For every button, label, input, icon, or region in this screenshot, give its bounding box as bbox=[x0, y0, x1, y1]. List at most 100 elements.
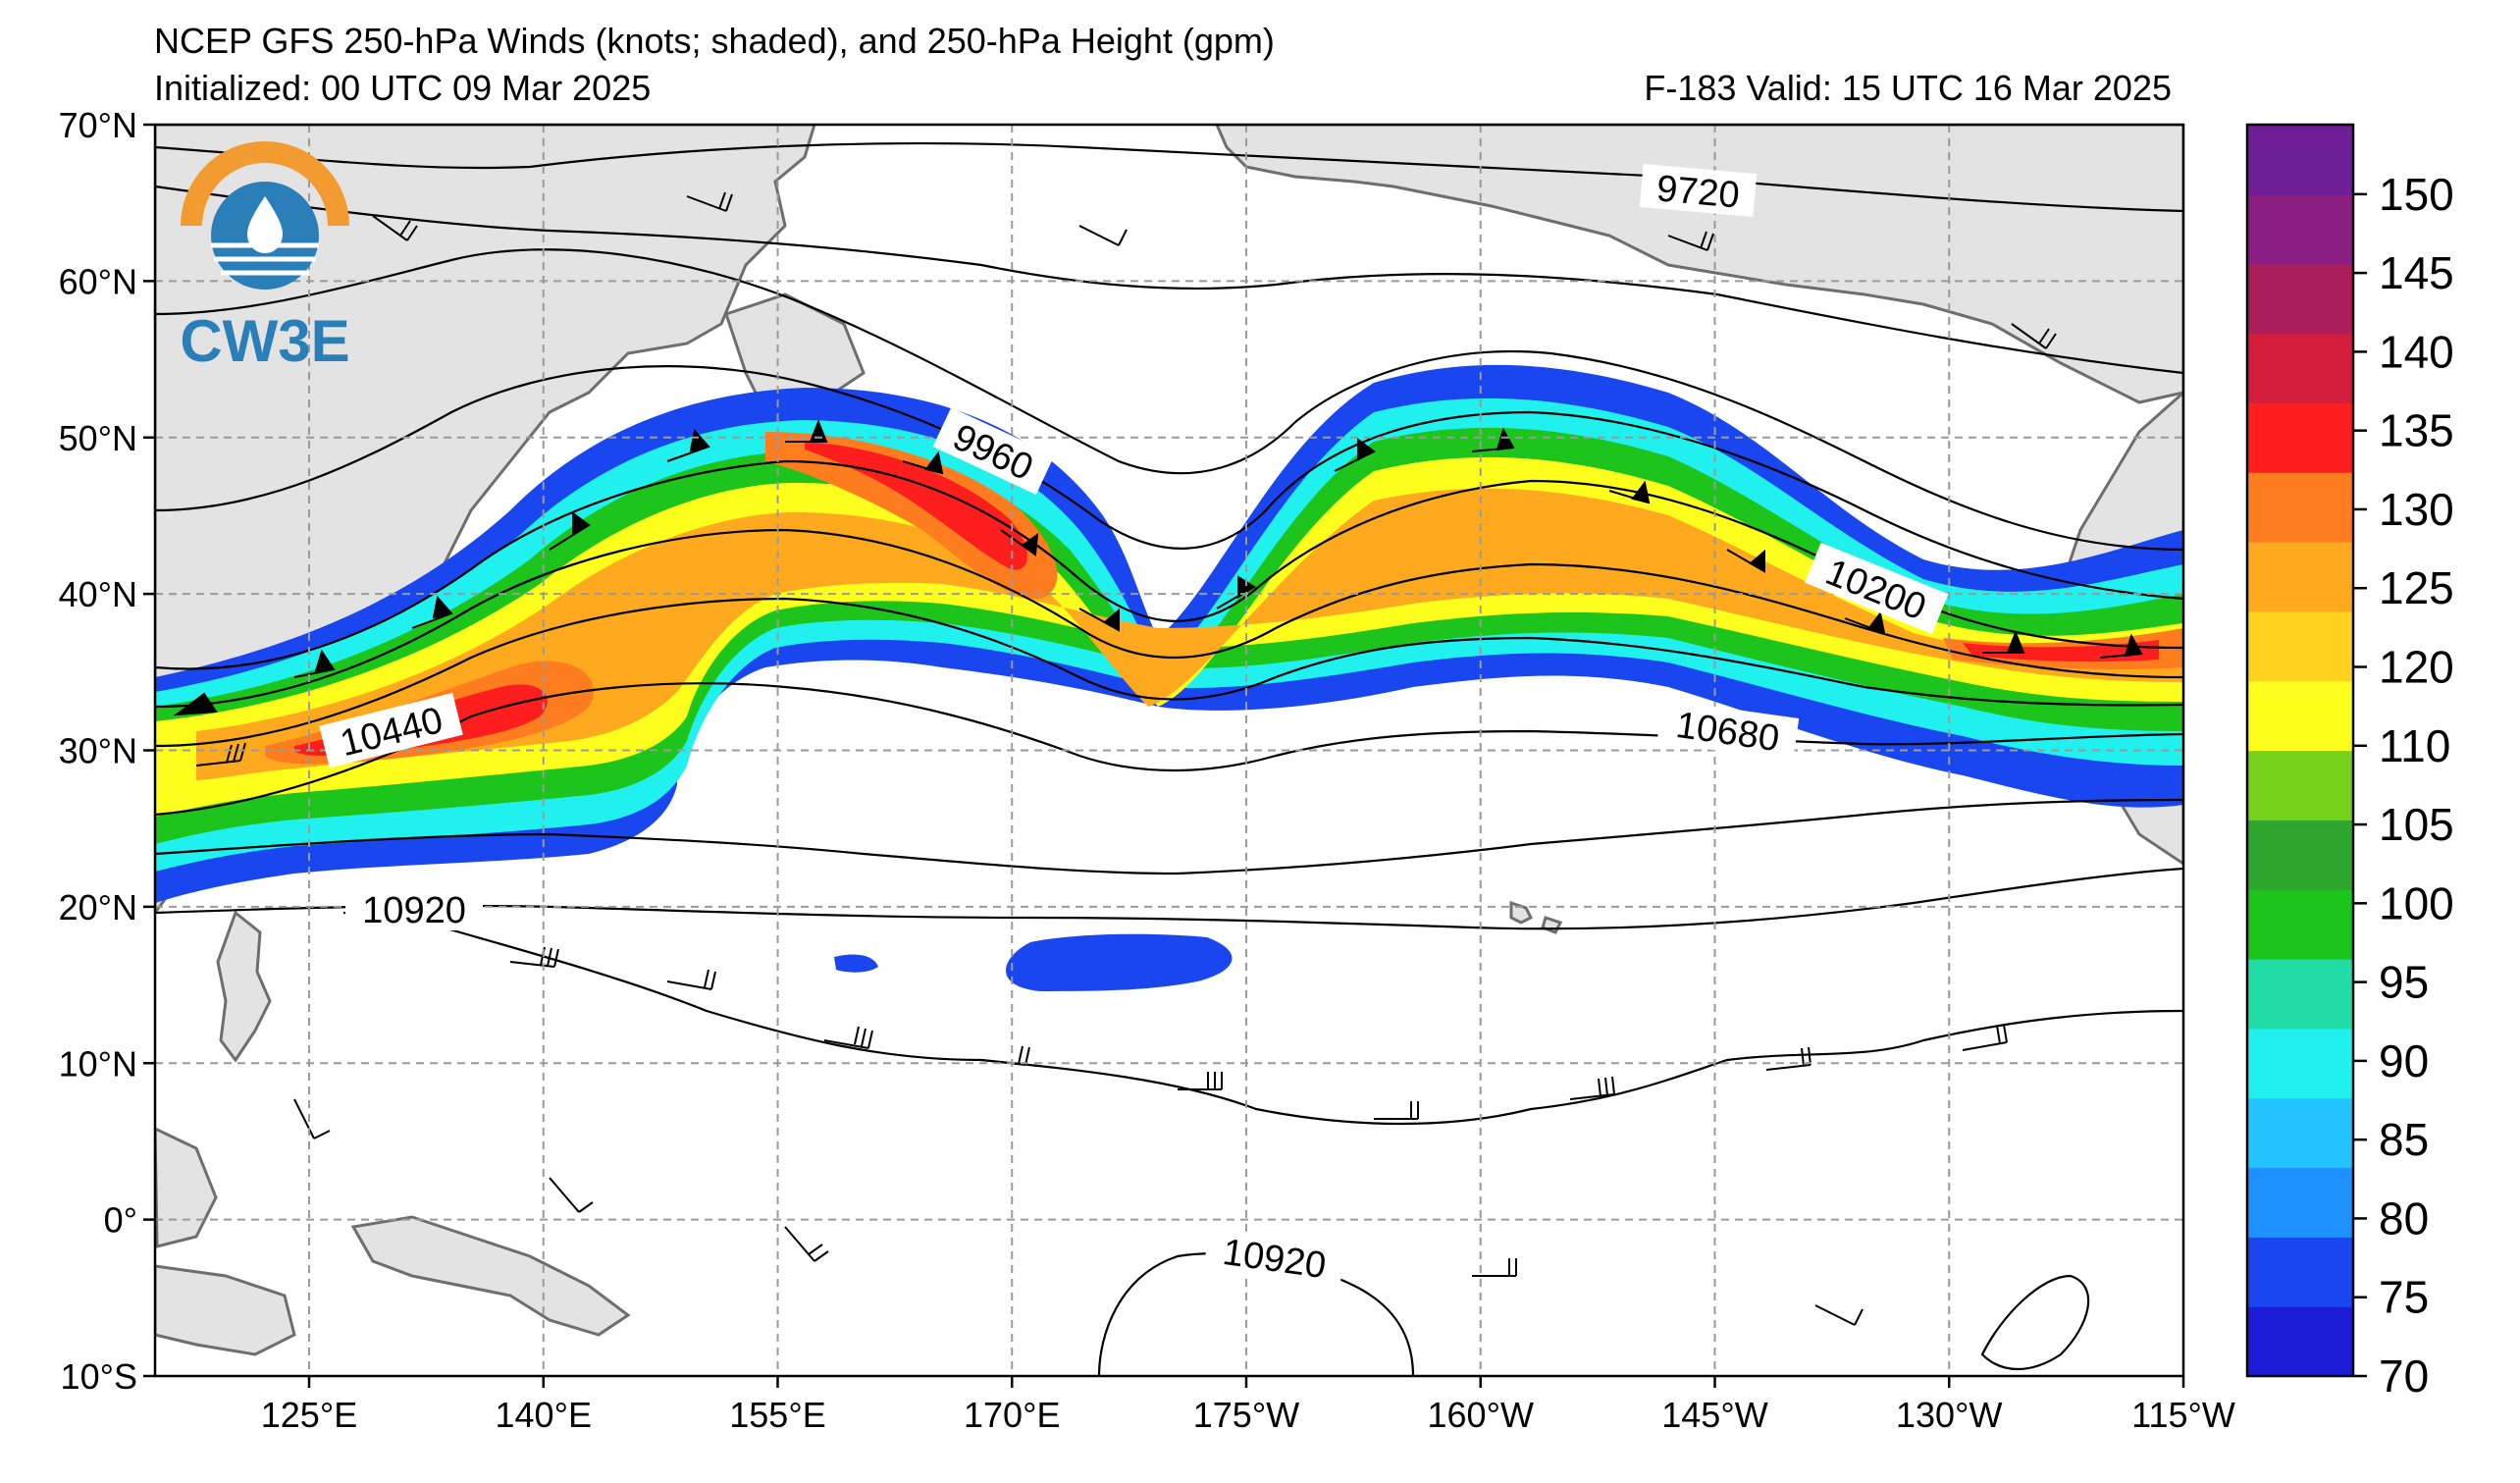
colorbar-tick-label: 90 bbox=[2379, 1035, 2429, 1086]
contour-label-9720: 9720 bbox=[1654, 168, 1741, 216]
jet-band-120kt bbox=[196, 488, 2183, 780]
wind-barb bbox=[1334, 438, 1376, 472]
contour-10680 bbox=[155, 798, 2183, 875]
wind-barb bbox=[2099, 633, 2143, 659]
wind-barb bbox=[173, 692, 246, 767]
lat-tick-label: 10°S bbox=[61, 1356, 137, 1397]
wind-barb bbox=[1726, 549, 1765, 573]
wind-barb bbox=[784, 1226, 829, 1262]
wind-barb bbox=[1078, 225, 1128, 246]
hawaii-islands bbox=[1509, 900, 1563, 934]
contour-label-10920: 10920 bbox=[362, 890, 466, 931]
map-title: NCEP GFS 250-hPa Winds (knots; shaded), … bbox=[154, 21, 1275, 61]
lat-tick-label: 10°N bbox=[59, 1043, 137, 1084]
lon-tick-label: 130°W bbox=[1896, 1395, 2002, 1435]
contour-9960 bbox=[155, 248, 2183, 552]
wind-barb bbox=[980, 1045, 1030, 1066]
colorbar-swatch bbox=[2247, 193, 2353, 265]
wind-barb bbox=[549, 511, 591, 551]
wind-barb bbox=[823, 1026, 873, 1049]
latitude-labels: 70°N 60°N 50°N 40°N 30°N 20°N 10°N 0° 10°S bbox=[59, 105, 137, 1397]
wind-barb bbox=[1844, 610, 1886, 635]
wind-speed-shading bbox=[155, 364, 2183, 991]
wind-barb bbox=[666, 428, 710, 462]
colorbar-tick-label: 125 bbox=[2379, 562, 2454, 613]
wind-barb bbox=[1982, 630, 2025, 654]
colorbar-tick-label: 135 bbox=[2379, 405, 2454, 456]
contour-10800 bbox=[155, 867, 2183, 930]
colorbar-ticks: 70 75 80 85 90 95 100 105 110 120 125 130 135 140 145 1… bbox=[2353, 169, 2454, 1402]
colorbar-swatch bbox=[2247, 542, 2353, 612]
tick-marks bbox=[143, 123, 2185, 1388]
colorbar-swatch bbox=[2247, 125, 2353, 195]
cw3e-logo: CW3E bbox=[180, 141, 350, 374]
logo-drop-icon bbox=[247, 196, 283, 253]
wind-barb bbox=[1569, 1076, 1615, 1100]
colorbar-swatch bbox=[2247, 1306, 2353, 1377]
contour-10560 bbox=[155, 682, 2183, 817]
lat-tick-label: 60°N bbox=[59, 261, 137, 301]
colorbar-tick-label: 75 bbox=[2379, 1272, 2429, 1323]
contour-9840 bbox=[155, 185, 2183, 375]
philippines bbox=[216, 910, 272, 1063]
lat-tick-label: 20°N bbox=[59, 887, 137, 927]
contour-labels: 9720 9960 10200 10440 10680 10920 bbox=[319, 164, 1949, 1289]
alaska-landmass bbox=[1215, 125, 2183, 404]
colorbar-tick-label: 85 bbox=[2379, 1114, 2429, 1165]
colorbar-tick-label: 130 bbox=[2379, 484, 2454, 535]
lon-tick-label: 170°E bbox=[964, 1395, 1060, 1435]
wind-barb bbox=[666, 969, 716, 990]
colorbar-swatch bbox=[2247, 820, 2353, 890]
colorbar-tick-label: 70 bbox=[2379, 1351, 2429, 1402]
colorbar-tick-label: 140 bbox=[2379, 326, 2454, 377]
wind-barb bbox=[1472, 1258, 1517, 1277]
colorbar-swatch bbox=[2247, 1028, 2353, 1099]
wind-barb bbox=[1765, 1046, 1811, 1071]
wind-barb bbox=[1000, 529, 1039, 556]
lon-tick-label: 125°E bbox=[261, 1395, 357, 1435]
colorbar-swatch bbox=[2247, 472, 2353, 543]
colorbar-swatch bbox=[2247, 1097, 2353, 1169]
wind-barb bbox=[1667, 231, 1714, 251]
valid-time: F-183 Valid: 15 UTC 16 Mar 2025 bbox=[1644, 68, 2172, 108]
wind-barb bbox=[902, 450, 944, 475]
colorbar-frame bbox=[2245, 123, 2355, 1378]
lon-tick-label: 145°W bbox=[1661, 1395, 1767, 1435]
wind-barb bbox=[1471, 427, 1515, 452]
lat-tick-label: 50°N bbox=[59, 418, 137, 458]
colorbar-tick-label: 100 bbox=[2379, 877, 2454, 928]
wind-barb bbox=[1078, 608, 1120, 632]
wind-barb bbox=[1178, 1072, 1223, 1090]
lat-tick-label: 70°N bbox=[59, 105, 137, 145]
new-guinea bbox=[350, 1215, 631, 1337]
lon-tick-label: 160°W bbox=[1428, 1395, 1534, 1435]
wind-barb bbox=[293, 649, 336, 678]
lon-tick-label: 115°W bbox=[2131, 1395, 2235, 1435]
colorbar-tick-label: 145 bbox=[2379, 247, 2454, 298]
colorbar-swatch bbox=[2247, 402, 2353, 473]
colorbar-tick-label: 95 bbox=[2379, 957, 2429, 1008]
colorbar-swatch bbox=[2247, 1167, 2353, 1238]
wind-barb bbox=[509, 946, 559, 968]
colorbar-tick-label: 80 bbox=[2379, 1192, 2429, 1244]
colorbar-swatch bbox=[2247, 889, 2353, 960]
wind-barb bbox=[1814, 1304, 1864, 1326]
lon-tick-label: 175°W bbox=[1193, 1395, 1299, 1435]
contour-10440 bbox=[155, 597, 2183, 748]
lat-tick-label: 0° bbox=[104, 1200, 137, 1241]
colorbar-tick-label: 110 bbox=[2379, 720, 2450, 771]
lon-tick-label: 140°E bbox=[496, 1395, 592, 1435]
wind-barb bbox=[2011, 323, 2057, 349]
initialized-time: Initialized: 00 UTC 09 Mar 2025 bbox=[154, 68, 652, 108]
wind-barbs bbox=[173, 191, 2143, 1326]
wind-barb bbox=[549, 1177, 594, 1213]
colorbar-tick-label: 120 bbox=[2379, 642, 2454, 693]
indonesia-islands bbox=[155, 1264, 296, 1356]
colorbar-swatch bbox=[2247, 333, 2353, 403]
logo-arc bbox=[181, 141, 349, 227]
jet-core-135kt-central bbox=[805, 442, 1027, 570]
colorbar-tick-label: 105 bbox=[2379, 799, 2454, 850]
wind-barb bbox=[1608, 480, 1651, 504]
colorbar-swatch bbox=[2247, 959, 2353, 1030]
colorbar-swatch bbox=[2247, 610, 2353, 682]
